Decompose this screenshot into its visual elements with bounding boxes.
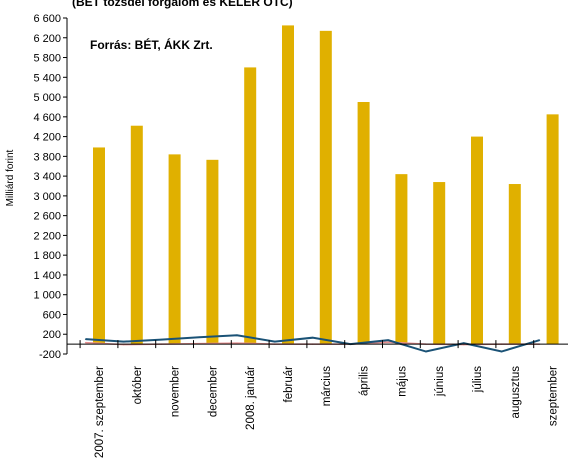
series-point [236, 342, 238, 344]
series-point [273, 340, 276, 343]
y-tick-label: 3 800 [33, 151, 61, 163]
y-axis: 6 600 6 200 5 800 5 400 5 000 4 600 4 200 3 800… [33, 13, 68, 361]
bar [508, 184, 521, 345]
x-tick-label: június [434, 366, 446, 397]
bar [93, 147, 105, 345]
bar [168, 154, 181, 345]
series-point [122, 340, 125, 343]
bar [130, 125, 143, 345]
y-tick-label: 3 400 [33, 171, 61, 183]
x-tick-label: május [396, 366, 408, 397]
series-point [500, 350, 503, 353]
series-point [387, 339, 389, 341]
y-tick-label: 600 [43, 309, 61, 321]
y-tick-label: 5 400 [33, 72, 61, 84]
bar [357, 102, 370, 345]
series-point [538, 339, 541, 341]
x-tick-label: november [170, 366, 182, 417]
bar [433, 182, 446, 345]
y-tick-label: 2 600 [33, 211, 61, 223]
y-tick-label: 200 [43, 329, 61, 341]
bar [395, 174, 408, 345]
series-point [311, 336, 314, 339]
bar [471, 136, 483, 345]
x-tick-label: március [321, 366, 333, 407]
x-tick-label: április [359, 366, 371, 396]
x-tick-label: 2007. szeptember [94, 366, 106, 458]
series-point [84, 338, 87, 340]
x-tick-label: szeptember [548, 366, 560, 426]
y-tick-label: 5 000 [33, 92, 61, 104]
x-tick-label: december [207, 366, 219, 417]
bar [319, 30, 332, 345]
y-tick-label: 3 000 [33, 191, 61, 203]
y-tick-label: 1 400 [33, 270, 61, 282]
y-axis-label: Milliárd forint [5, 149, 16, 206]
source-note: Forrás: BÉT, ÁKK Zrt. [90, 37, 213, 52]
bar [244, 67, 257, 345]
y-tick-label: 4 600 [33, 112, 61, 124]
y-tick-label: 4 200 [33, 132, 61, 144]
y-tick-label: 2 200 [33, 230, 61, 242]
x-tick-label: február [283, 366, 295, 403]
y-tick-label: 1 000 [33, 290, 61, 302]
y-tick-label: 6 200 [33, 33, 61, 45]
y-tick-label: 6 600 [33, 13, 61, 25]
series-point [387, 341, 389, 343]
bar [282, 25, 294, 345]
series-point [236, 334, 238, 337]
series-point [84, 341, 87, 344]
series-point [160, 338, 163, 341]
x-tick-label: október [132, 366, 144, 405]
bar [206, 159, 219, 345]
y-tick-label: 5 800 [33, 53, 61, 65]
chart-title: (BÉT tőzsdei forgalom és KELER OTC) [72, 0, 293, 9]
bar-series [93, 25, 559, 345]
bar [546, 114, 559, 345]
series-point [425, 350, 427, 353]
y-tick-label: 1 800 [33, 250, 61, 262]
x-tick-label: július [472, 366, 484, 393]
x-tick-label: 2008. január [245, 366, 257, 430]
x-axis-labels: 2007. szeptember október november december 2… [79, 340, 560, 458]
series-point [462, 342, 465, 344]
series-point [198, 336, 200, 339]
y-tick-label: -200 [39, 349, 61, 361]
x-tick-label: augusztus [510, 366, 522, 419]
